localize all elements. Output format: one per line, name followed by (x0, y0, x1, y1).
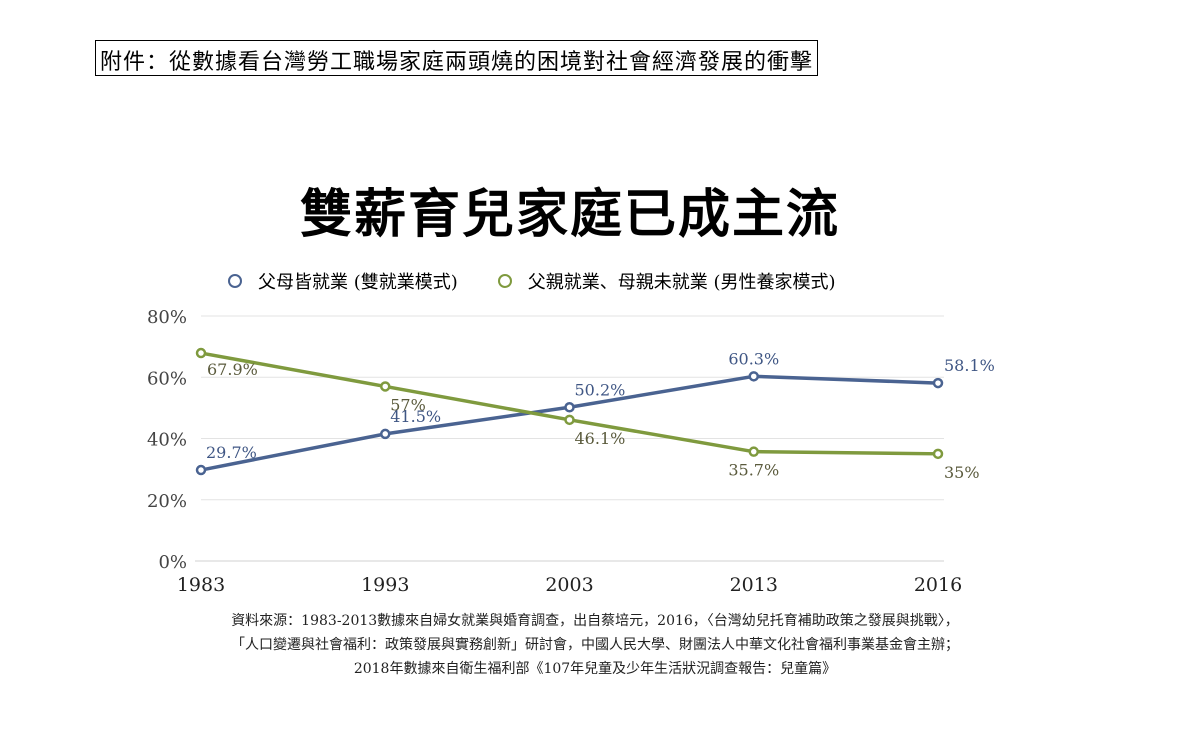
data-point (195, 464, 207, 476)
data-label: 46.1% (575, 429, 626, 448)
data-point (195, 347, 207, 359)
legend-item-dual-earner: 父母皆就業 (雙就業模式) (228, 268, 458, 294)
data-label: 67.9% (207, 360, 258, 379)
legend-label-dual-earner: 父母皆就業 (雙就業模式) (258, 272, 458, 293)
data-point (564, 414, 575, 426)
x-tick-label: 2016 (914, 574, 962, 596)
source-line-1: 資料來源：1983-2013數據來自婦女就業與婚育調查，出自蔡培元，2016，〈… (231, 613, 959, 629)
data-point (932, 448, 944, 460)
data-label: 41.5% (390, 407, 441, 426)
data-label: 57% (390, 395, 426, 414)
x-tick-label: 1983 (177, 574, 225, 596)
data-label: 60.3% (728, 349, 779, 368)
chart-legend: 父母皆就業 (雙就業模式) 父親就業、母親未就業 (男性養家模式) (228, 268, 876, 294)
data-point (932, 377, 944, 389)
y-tick-label: 80% (147, 307, 187, 328)
data-label: 58.1% (944, 356, 995, 375)
y-tick-label: 40% (147, 430, 187, 451)
data-point (564, 402, 575, 413)
y-tick-label: 0% (158, 552, 187, 573)
x-tick-label: 2013 (730, 574, 778, 596)
data-label: 35% (944, 463, 980, 482)
line-chart: 0% 20% 40% 60% 80% 1983 1993 2003 2013 2016 29.7% 4… (147, 307, 995, 596)
chart-title: 雙薪育兒家庭已成主流 (299, 185, 840, 245)
document-heading: 附件：從數據看台灣勞工職場家庭兩頭燒的困境對社會經濟發展的衝擊 (95, 40, 819, 76)
data-label: 50.2% (575, 380, 626, 399)
data-point (380, 381, 391, 392)
data-point (748, 371, 759, 382)
x-tick-label: 2003 (545, 574, 593, 596)
data-label: 35.7% (728, 461, 779, 480)
data-point (748, 446, 759, 457)
data-label: 29.7% (206, 443, 257, 462)
legend-marker-dual-earner (228, 274, 242, 288)
data-point (380, 428, 391, 440)
legend-label-male-breadwinner: 父親就業、母親未就業 (男性養家模式) (527, 272, 836, 293)
y-tick-label: 60% (147, 368, 187, 389)
legend-marker-male-breadwinner (497, 274, 512, 288)
source-line-3: 2018年數據來自衛生福利部《107年兒童及少年生活狀況調查報告：兒童篇》 (353, 661, 837, 677)
x-tick-label: 1993 (361, 574, 409, 596)
legend-item-male-breadwinner: 父親就業、母親未就業 (男性養家模式) (497, 268, 836, 294)
source-line-2: 「人口變遷與社會福利：政策發展與實務創新」研討會，中國人民大學、財團法人中華文化… (231, 637, 959, 653)
y-tick-label: 20% (147, 491, 187, 512)
